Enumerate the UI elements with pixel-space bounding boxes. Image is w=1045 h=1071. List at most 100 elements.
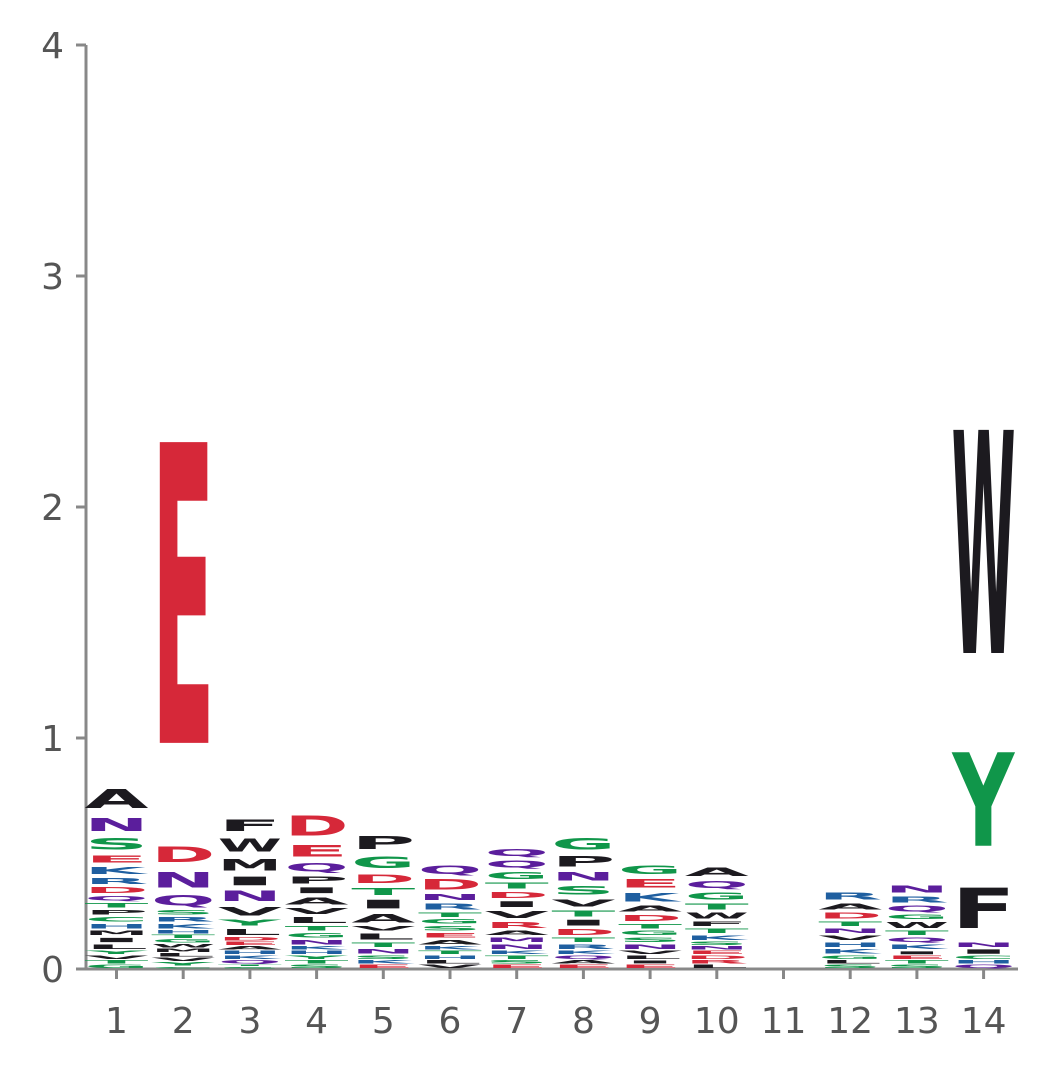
logo-letter: S [818, 964, 882, 969]
x-tick-label: 9 [639, 1001, 662, 1042]
logo-letter: R [551, 944, 615, 951]
logo-letter: A [85, 785, 150, 815]
logo-letters: GTVYLIMHCPTQDRKESNACYVLMWGTHKRSQNDESTQKH… [84, 360, 1016, 970]
logo-letter: S [418, 925, 482, 932]
logo-letter: H [818, 941, 882, 948]
logo-letter: N [218, 888, 282, 904]
logo-letter: A [285, 895, 350, 907]
logo-letter: T [685, 927, 749, 934]
logo-letter: T [551, 909, 616, 918]
logo-letter: K [151, 923, 216, 930]
logo-letter: G [151, 939, 215, 944]
logo-letter: Y [951, 727, 1015, 877]
logo-letter: G [551, 835, 615, 853]
logo-letter: R [151, 916, 215, 923]
logo-letter: Q [685, 879, 749, 891]
logo-letter: Q [418, 863, 482, 877]
logo-letter: S [885, 964, 949, 969]
logo-letter: D [418, 877, 482, 893]
logo-letter: K [218, 955, 283, 960]
x-tick-label: 2 [172, 1001, 195, 1042]
logo-letter: N [418, 893, 482, 902]
logo-letter: N [885, 883, 949, 895]
logo-letter: D [685, 955, 749, 960]
logo-letter: F [952, 878, 1016, 942]
logo-letter: E [218, 941, 282, 946]
logo-letter: R [885, 895, 949, 904]
logo-letter: R [418, 902, 482, 911]
logo-letter: T [351, 886, 416, 898]
logo-letter: N [85, 814, 149, 835]
logo-letter: L [618, 955, 682, 960]
logo-letter: S [618, 937, 682, 944]
logo-letter: W [218, 835, 282, 856]
logo-letter: R [85, 877, 149, 886]
logo-letter: E [418, 932, 482, 939]
logo-letter: G [351, 854, 415, 872]
logo-letter: Q [285, 860, 349, 874]
logo-letter: Q [485, 858, 549, 870]
logo-letter: L [85, 944, 149, 951]
logo-letter: T [818, 920, 882, 927]
logo-letter: D [618, 914, 682, 923]
logo-letter: E [151, 360, 215, 841]
logo-letter: P [351, 833, 415, 854]
logo-letter: C [85, 916, 149, 923]
logo-letter: T [151, 934, 215, 939]
logo-letter: Q [885, 937, 949, 944]
logo-letter: S [485, 960, 549, 965]
logo-letter: S [351, 955, 415, 960]
logo-letter: Q [218, 960, 282, 965]
logo-letter: I [351, 897, 415, 911]
logo-letter: E [351, 964, 415, 969]
logo-letter: E [485, 964, 549, 969]
logo-letter: K [351, 960, 416, 965]
y-tick-label: 2 [41, 488, 64, 529]
logo-letter: N [485, 944, 549, 951]
logo-letter: T [218, 964, 282, 966]
logo-letter: D [351, 872, 415, 886]
logo-letter: G [685, 891, 749, 903]
logo-letter: T [685, 902, 750, 911]
logo-letter: S [551, 884, 615, 898]
logo-letter: K [685, 934, 750, 941]
logo-letter: Y [217, 918, 282, 927]
logo-letter: D [818, 911, 882, 920]
logo-letter: V [818, 934, 883, 941]
logo-letter: S [218, 967, 282, 969]
logo-letter: C [151, 967, 215, 969]
logo-letter: A [618, 904, 683, 913]
logo-letter: C [952, 955, 1016, 960]
logo-letter: N [685, 946, 749, 951]
x-tick-label: 1 [105, 1001, 128, 1042]
logo-letter: M [218, 856, 282, 874]
logo-letter: K [285, 946, 350, 951]
logo-letter: I [218, 874, 282, 888]
logo-letter: D [85, 886, 149, 895]
logo-letter: S [85, 835, 149, 853]
logo-letter: K [818, 948, 883, 955]
logo-letter: Y [284, 955, 349, 960]
logo-letter: T [618, 923, 682, 930]
logo-letter: G [885, 914, 949, 921]
logo-letter: A [551, 960, 615, 965]
logo-letter: L [351, 932, 415, 941]
logo-letter: G [418, 918, 482, 925]
logo-letter: L [218, 927, 282, 936]
x-tick-label: 10 [694, 1001, 740, 1042]
logo-letter: K [485, 951, 550, 956]
logo-letter: H [418, 955, 482, 960]
logo-letter: K [618, 891, 682, 905]
logo-letter: N [818, 927, 882, 934]
y-tick-label: 4 [41, 26, 64, 67]
logo-letter: M [151, 948, 215, 953]
logo-letter: T [485, 881, 550, 890]
